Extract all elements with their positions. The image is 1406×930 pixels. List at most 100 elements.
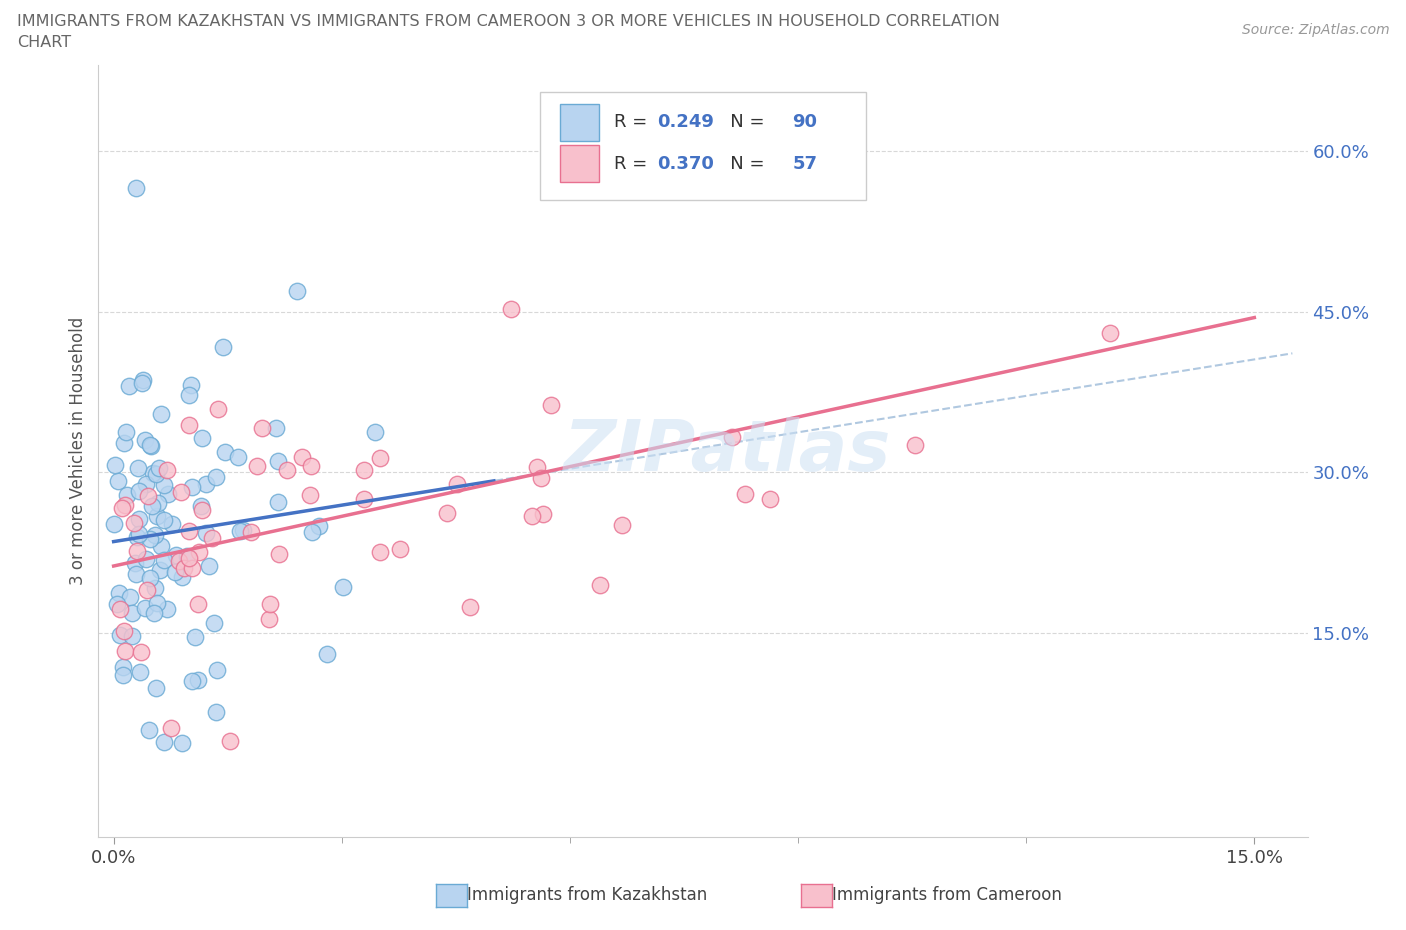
- Point: [112, 668, 135, 683]
- Bar: [561, 104, 599, 140]
- Point: [180, 561, 202, 576]
- Point: [353, 462, 375, 477]
- Text: Immigrants from Cameroon: Immigrants from Cameroon: [832, 886, 1062, 904]
- Point: [201, 530, 224, 545]
- Text: 90: 90: [793, 113, 817, 131]
- Point: [110, 628, 132, 643]
- Point: [135, 477, 157, 492]
- Point: [122, 516, 145, 531]
- Point: [734, 486, 756, 501]
- Point: [501, 302, 523, 317]
- Bar: [561, 145, 599, 182]
- Point: [759, 491, 782, 506]
- Point: [103, 516, 125, 531]
- Point: [228, 524, 250, 538]
- Text: N =: N =: [713, 155, 770, 173]
- Point: [226, 450, 249, 465]
- Point: [129, 644, 152, 659]
- Point: [143, 580, 166, 595]
- Point: [159, 721, 181, 736]
- Point: [364, 424, 387, 439]
- Text: N =: N =: [713, 113, 770, 131]
- Point: [332, 579, 354, 594]
- Point: [772, 160, 794, 175]
- Point: [172, 570, 194, 585]
- Point: [139, 531, 162, 546]
- Point: [190, 502, 212, 517]
- Point: [107, 585, 129, 600]
- Point: [190, 431, 212, 445]
- Point: [131, 376, 153, 391]
- Point: [145, 467, 167, 482]
- Point: [368, 451, 391, 466]
- Point: [138, 723, 160, 737]
- Y-axis label: 3 or more Vehicles in Household: 3 or more Vehicles in Household: [69, 317, 87, 585]
- FancyBboxPatch shape: [540, 92, 866, 200]
- Point: [252, 420, 274, 435]
- Point: [153, 552, 176, 567]
- Point: [298, 487, 321, 502]
- Point: [187, 596, 209, 611]
- Point: [181, 480, 204, 495]
- Point: [214, 445, 236, 459]
- Point: [257, 611, 280, 626]
- Point: [190, 498, 212, 513]
- Point: [146, 509, 169, 524]
- Text: R =: R =: [613, 155, 652, 173]
- Point: [156, 462, 179, 477]
- Point: [180, 673, 202, 688]
- Point: [139, 438, 162, 453]
- Point: [170, 485, 193, 499]
- Point: [136, 488, 159, 503]
- Point: [143, 528, 166, 543]
- Point: [291, 450, 314, 465]
- Point: [149, 562, 172, 577]
- Point: [173, 560, 195, 575]
- Point: [904, 438, 927, 453]
- Point: [153, 477, 176, 492]
- Point: [204, 470, 226, 485]
- Point: [179, 523, 201, 538]
- Point: [388, 542, 411, 557]
- Point: [153, 735, 176, 750]
- Point: [165, 565, 187, 579]
- Point: [239, 525, 262, 539]
- Point: [197, 558, 219, 573]
- Point: [107, 473, 129, 488]
- Point: [120, 590, 142, 604]
- Point: [112, 435, 135, 450]
- Point: [134, 601, 156, 616]
- Point: [111, 500, 134, 515]
- Point: [589, 578, 612, 592]
- Point: [315, 647, 337, 662]
- Point: [610, 518, 633, 533]
- Point: [170, 736, 193, 751]
- Point: [1098, 326, 1121, 340]
- Point: [165, 547, 187, 562]
- Point: [157, 486, 180, 501]
- Point: [139, 570, 162, 585]
- Point: [195, 525, 218, 540]
- Point: [267, 495, 290, 510]
- Point: [264, 420, 287, 435]
- Point: [460, 600, 482, 615]
- Point: [267, 454, 290, 469]
- Point: [179, 388, 201, 403]
- Point: [115, 425, 138, 440]
- Point: [219, 733, 242, 748]
- Point: [128, 512, 150, 526]
- Text: 0.249: 0.249: [657, 113, 714, 131]
- Point: [134, 551, 156, 566]
- Point: [114, 498, 136, 512]
- Point: [141, 499, 163, 514]
- Point: [129, 665, 152, 680]
- Point: [135, 582, 157, 597]
- Point: [148, 460, 170, 475]
- Point: [232, 523, 254, 538]
- Point: [531, 506, 554, 521]
- Text: 57: 57: [793, 155, 817, 173]
- Point: [153, 512, 176, 527]
- Point: [160, 516, 183, 531]
- Point: [114, 644, 136, 658]
- Point: [127, 461, 149, 476]
